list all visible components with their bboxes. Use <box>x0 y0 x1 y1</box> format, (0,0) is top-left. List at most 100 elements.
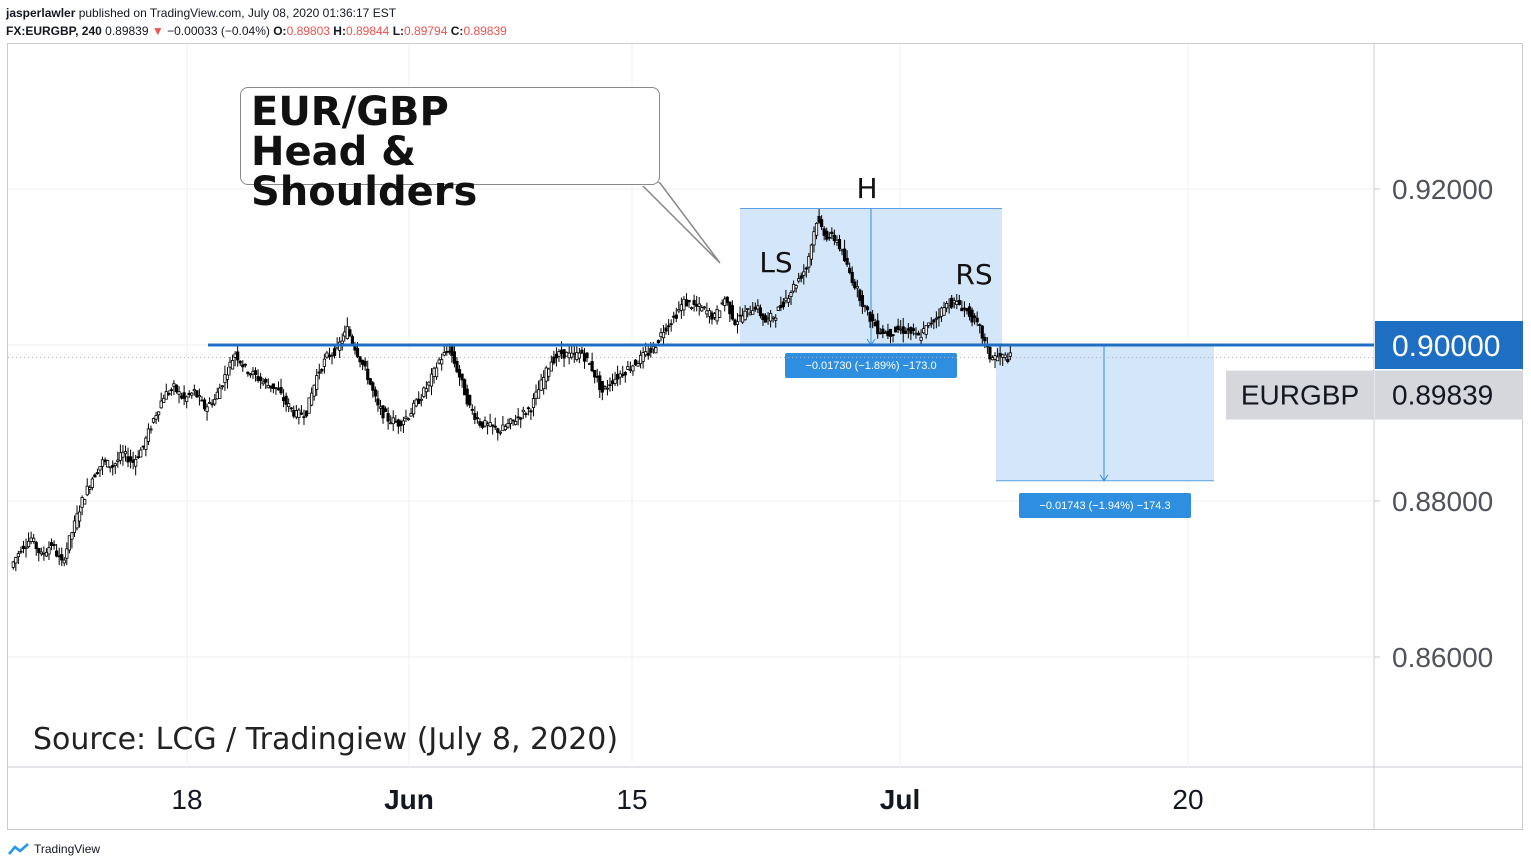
candle-body <box>616 373 620 380</box>
candle-body <box>865 306 870 311</box>
candle-body <box>185 396 189 403</box>
candle-body <box>771 316 775 319</box>
candle-body <box>674 314 678 319</box>
candle-body <box>506 423 510 428</box>
candle-body <box>218 387 222 399</box>
candle-body <box>883 332 887 334</box>
candle-body <box>378 406 383 409</box>
candle-body <box>236 351 240 361</box>
candle-body <box>192 389 196 392</box>
candle-body <box>990 357 995 361</box>
candle-body <box>799 275 803 279</box>
candle-body <box>827 236 831 239</box>
candle-body <box>391 417 395 425</box>
candle-body <box>496 428 500 433</box>
candle-body <box>850 271 854 283</box>
candle-body <box>279 387 283 394</box>
candle-body <box>758 307 763 317</box>
candle-body <box>1003 354 1007 358</box>
candle-body <box>399 421 403 427</box>
candle-body <box>70 532 74 540</box>
neckline-price-label: 0.90000 <box>1392 330 1500 363</box>
candle-body <box>740 315 745 323</box>
candle-body <box>225 374 230 380</box>
candle-body <box>695 304 699 307</box>
candle-body <box>312 384 316 397</box>
candle-body <box>804 267 808 270</box>
candle-body <box>440 359 444 365</box>
candle-body <box>42 553 46 556</box>
candle-body <box>253 370 258 375</box>
high-value: 0.89844 <box>345 24 390 38</box>
footer-brand[interactable]: TradingView <box>8 842 100 856</box>
candle-body <box>975 317 979 323</box>
x-tick-label: 20 <box>1172 784 1203 815</box>
candle-body <box>942 307 946 316</box>
candle-body <box>730 305 734 320</box>
candle-body <box>878 332 882 335</box>
candle-body <box>202 399 207 410</box>
candle-body <box>34 541 38 550</box>
candle-body <box>929 322 933 325</box>
candle-body <box>230 360 235 370</box>
candle-body <box>169 389 173 392</box>
candle-body <box>840 249 844 252</box>
candle-body <box>468 394 472 406</box>
candle-body <box>812 231 816 246</box>
candle-body <box>368 378 372 385</box>
candle-body <box>600 381 604 393</box>
candle-body <box>868 312 872 322</box>
candle-body <box>763 315 768 323</box>
candle-body <box>445 351 449 353</box>
candle-body <box>909 327 913 334</box>
candle-body <box>111 465 115 468</box>
candle-body <box>738 314 742 317</box>
candle-body <box>21 545 26 550</box>
candle-body <box>442 352 446 356</box>
measure-box <box>996 345 1214 481</box>
candle-body <box>876 320 880 335</box>
candle-body <box>837 239 842 250</box>
candle-body <box>779 304 783 308</box>
candle-body <box>646 352 650 356</box>
candle-body <box>526 407 530 410</box>
candle-body <box>705 310 709 315</box>
candle-body <box>575 352 579 360</box>
candle-body <box>654 347 658 354</box>
last-price: 0.89839 <box>105 24 149 38</box>
candle-body <box>521 409 525 413</box>
candle-body <box>656 340 661 344</box>
low-value: 0.89794 <box>404 24 448 38</box>
candle-body <box>631 365 635 372</box>
candle-body <box>159 400 163 409</box>
author-name[interactable]: jasperlawler <box>6 6 76 20</box>
candle-body <box>1006 358 1010 363</box>
candle-body <box>330 354 334 357</box>
candle-body <box>896 325 900 330</box>
candle-body <box>769 313 773 322</box>
candle-body <box>483 420 487 427</box>
candle-body <box>947 305 951 309</box>
candle-body <box>697 303 701 307</box>
candle-body <box>157 411 161 416</box>
candle-body <box>544 367 548 382</box>
callout-line-1: EUR/GBP <box>251 89 449 135</box>
candle-body <box>197 395 202 398</box>
candle-body <box>1001 354 1005 358</box>
candle-body <box>80 497 84 508</box>
candle-body <box>93 474 97 478</box>
candle-body <box>493 425 497 428</box>
candle-body <box>424 388 428 393</box>
candle-body <box>266 385 270 389</box>
candle-body <box>332 348 337 356</box>
last-price-label: 0.89839 <box>1392 380 1493 411</box>
candle-body <box>781 301 785 308</box>
candle-body <box>728 301 732 315</box>
candle-body <box>842 248 847 262</box>
candle-body <box>49 542 54 546</box>
candle-body <box>90 478 94 488</box>
candle-body <box>409 413 413 417</box>
publish-info: published on TradingView.com, July 08, 2… <box>75 6 397 20</box>
candle-body <box>386 413 390 422</box>
